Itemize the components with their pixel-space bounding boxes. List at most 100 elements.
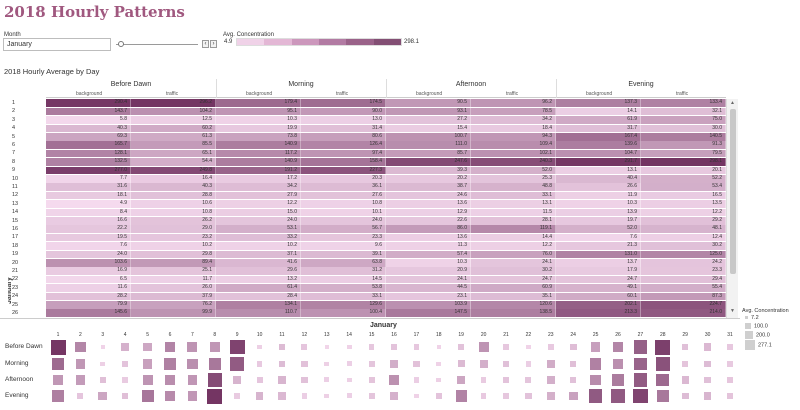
table-cell: 13.6 (386, 233, 471, 242)
table-cell: 129.6 (301, 301, 386, 309)
table-cell: 61.4 (216, 284, 301, 292)
table-cell: 31.4 (301, 124, 386, 133)
table-cell: 30.2 (641, 242, 726, 250)
table-cell: 23.3 (301, 233, 386, 242)
bubble-row-label: Before Dawn (5, 343, 43, 350)
bubble-mark (233, 376, 241, 384)
table-cell: 13.1 (556, 166, 641, 175)
month-filter-input[interactable] (3, 38, 111, 51)
table-cell: 133.4 (641, 99, 726, 107)
color-legend-step (373, 39, 401, 45)
table-cell: 78.5 (471, 107, 556, 116)
table-cell: 128.1 (46, 149, 131, 158)
bubble-mark (435, 392, 442, 400)
table-cell: 44.5 (386, 284, 471, 292)
table-cell: 95.1 (216, 107, 301, 116)
bubble-mark (526, 344, 531, 350)
table-cell: 179.4 (216, 99, 301, 107)
bubble-mark (301, 376, 308, 384)
bubble-mark (591, 342, 601, 352)
bubble-mark (457, 360, 465, 368)
table-cell: 13.2 (216, 275, 301, 284)
bubble-mark (256, 361, 263, 367)
table-cell: 139.6 (556, 141, 641, 149)
bubble-mark (479, 360, 488, 368)
table-cell: 14.5 (301, 275, 386, 284)
table-cell: 30.2 (471, 267, 556, 275)
scrollbar-thumb[interactable] (730, 109, 736, 274)
month-slider-thumb[interactable] (118, 41, 124, 47)
subcolumn-header: traffic (336, 91, 349, 97)
size-legend-value: 200.0 (756, 332, 770, 339)
sheet-title: 2018 Hourly Average by Day (4, 67, 100, 76)
bubble-mark (187, 375, 198, 385)
table-cell: 27.2 (386, 116, 471, 124)
table-cell: 11.3 (386, 242, 471, 250)
row-day-number: 22 (12, 276, 19, 283)
table-cell: 73.8 (216, 133, 301, 141)
table-cell: 79.9 (46, 301, 131, 309)
table-cell: 91.3 (641, 141, 726, 149)
bubble-mark (208, 358, 221, 370)
dashboard-title: 2018 Hourly Patterns (4, 3, 185, 21)
bubble-mark (480, 377, 487, 383)
next-month-button[interactable]: › (210, 40, 217, 48)
bubble-mark (525, 361, 531, 367)
row-day-number: 16 (12, 226, 19, 232)
vertical-scrollbar[interactable]: ▲ ▼ (726, 99, 738, 318)
row-day-number: 19 (12, 251, 19, 258)
row-day-number: 26 (12, 310, 19, 316)
table-cell: 103.9 (386, 301, 471, 309)
table-cell: 86.0 (386, 225, 471, 233)
table-cell: 10.3 (556, 200, 641, 208)
bubble-day-label: 19 (458, 332, 464, 338)
table-cell: 11.5 (471, 208, 556, 217)
color-legend-title: Avg. Concentration (223, 32, 274, 38)
bubble-mark (141, 390, 154, 402)
table-cell: 60.2 (131, 124, 216, 133)
table-cell: 4.9 (46, 200, 131, 208)
bubble-mark (388, 374, 400, 386)
bubble-mark (143, 359, 153, 369)
bubble-day-label: 14 (346, 332, 352, 338)
table-cell: 11.9 (556, 191, 641, 200)
scroll-up-arrow-icon[interactable]: ▲ (730, 100, 735, 106)
table-cell: 20.9 (386, 267, 471, 275)
table-cell: 7.6 (46, 242, 131, 250)
scroll-down-arrow-icon[interactable]: ▼ (730, 308, 735, 314)
row-day-number: 12 (12, 192, 19, 199)
bubble-mark (525, 392, 532, 400)
table-cell: 12.5 (131, 116, 216, 124)
table-cell: 10.2 (131, 242, 216, 250)
bubble-mark (633, 340, 647, 354)
row-day-number: 23 (12, 284, 19, 291)
row-day-number: 2 (12, 108, 16, 115)
bubble-mark (503, 344, 509, 350)
table-cell: 65.1 (131, 149, 216, 158)
bubble-day-label: 1 (56, 332, 60, 338)
bubble-mark (75, 359, 86, 369)
table-cell: 165.7 (46, 141, 131, 149)
row-day-number: 7 (12, 150, 16, 157)
table-cell: 22.2 (46, 225, 131, 233)
bubble-mark (413, 360, 420, 368)
table-cell: 13.7 (556, 259, 641, 267)
table-cell: 167.4 (556, 133, 641, 141)
bubble-day-label: 5 (146, 332, 149, 338)
table-cell: 109.4 (471, 141, 556, 149)
bubble-mark (324, 344, 329, 350)
size-legend-value: 277.1 (758, 342, 772, 349)
table-cell: 24.0 (301, 217, 386, 225)
table-cell: 247.6 (386, 158, 471, 166)
size-legend-item: 100.0 (745, 323, 768, 330)
bubble-mark (207, 388, 223, 404)
bubble-mark (209, 342, 220, 352)
table-cell: 49.1 (556, 284, 641, 292)
bubble-mark (143, 342, 152, 352)
bubble-mark (503, 393, 509, 399)
bubble-mark (546, 359, 555, 369)
table-cell: 52.2 (641, 175, 726, 183)
table-cell: 240.3 (471, 158, 556, 166)
month-slider-track[interactable] (116, 44, 198, 45)
previous-month-button[interactable]: ‹ (202, 40, 209, 48)
